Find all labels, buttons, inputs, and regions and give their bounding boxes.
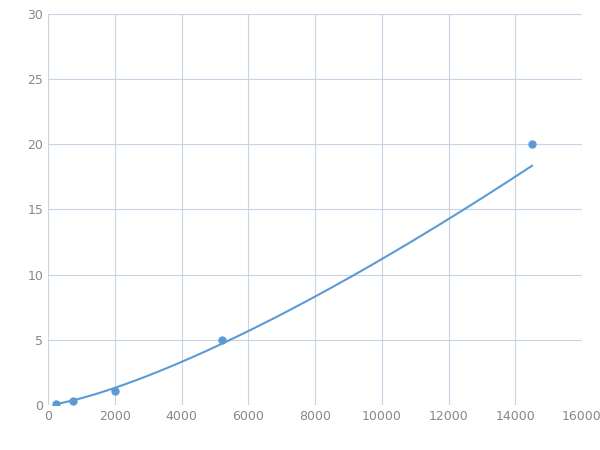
Point xyxy=(110,387,119,394)
Point xyxy=(527,140,537,148)
Point xyxy=(68,397,78,405)
Point xyxy=(217,336,226,343)
Point xyxy=(52,400,61,407)
